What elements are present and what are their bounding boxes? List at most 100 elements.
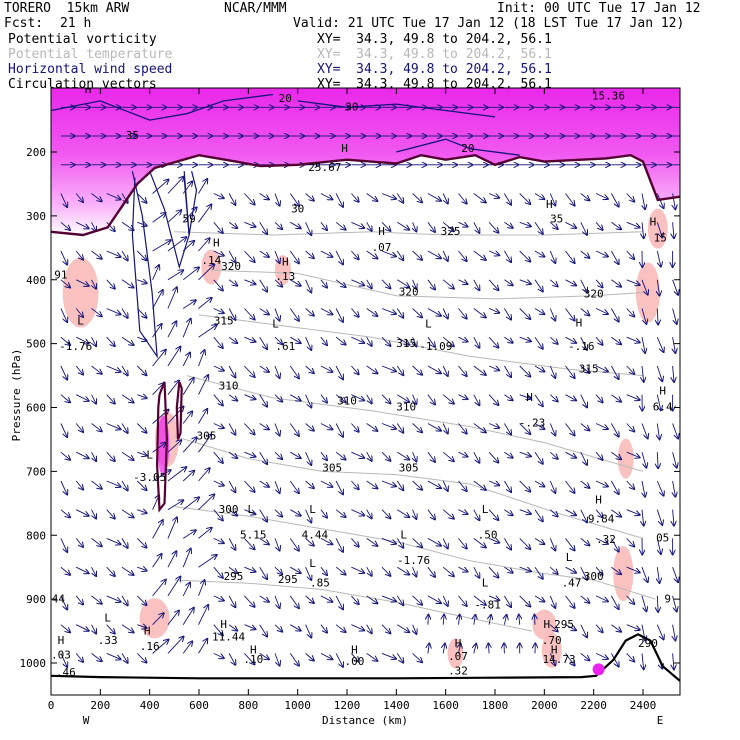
wind-vector bbox=[320, 652, 333, 659]
wind-vector bbox=[91, 451, 97, 461]
wind-vector bbox=[413, 624, 417, 634]
wind-vector bbox=[565, 250, 575, 263]
wind-vector bbox=[565, 538, 575, 550]
wind-vector bbox=[121, 509, 134, 518]
wind-vector bbox=[274, 566, 282, 574]
wind-vector bbox=[320, 250, 333, 257]
legend-ws-xy: XY= 34.3, 49.8 to 204.2, 56.1 bbox=[317, 62, 552, 77]
wind-vector bbox=[642, 480, 645, 497]
x-tick-label: 2400 bbox=[630, 699, 657, 712]
theta-label: 320 bbox=[584, 288, 604, 301]
wind-vector bbox=[626, 221, 640, 227]
wind-vector bbox=[413, 509, 417, 519]
x-tick-label: 0 bbox=[48, 699, 55, 712]
wind-vector bbox=[473, 423, 486, 433]
field-label: -1.76 bbox=[397, 554, 430, 567]
wind-vector bbox=[198, 265, 215, 281]
wind-vector bbox=[106, 537, 121, 544]
wind-vector bbox=[611, 624, 621, 632]
wind-vector bbox=[488, 309, 499, 313]
field-label: 59 bbox=[182, 212, 195, 225]
field-label: 20 bbox=[279, 92, 292, 105]
wind-vector bbox=[60, 653, 67, 667]
wind-vector bbox=[152, 350, 166, 367]
wind-vector bbox=[580, 279, 587, 293]
y-tick-label: 600 bbox=[26, 402, 46, 415]
wind-vector bbox=[75, 193, 83, 203]
wind-vector bbox=[351, 538, 358, 546]
wind-vector bbox=[427, 538, 441, 545]
wind-vector bbox=[580, 595, 590, 603]
x-tick-label: 1400 bbox=[383, 699, 410, 712]
wind-vector bbox=[167, 177, 184, 194]
fcst-value: 21 h bbox=[60, 16, 92, 31]
wind-vector bbox=[76, 394, 89, 401]
theta-isentrope-320 bbox=[211, 269, 644, 300]
wind-vector bbox=[442, 566, 454, 576]
wind-vector bbox=[182, 267, 199, 281]
wind-vector bbox=[289, 193, 299, 206]
wind-vector bbox=[504, 250, 511, 262]
wind-vector bbox=[413, 452, 417, 461]
wind-vector bbox=[60, 480, 67, 495]
field-label: .32 bbox=[596, 533, 616, 546]
wind-vector bbox=[641, 423, 648, 439]
wind-vector bbox=[565, 336, 577, 343]
wind-vector bbox=[580, 222, 587, 235]
wind-vector bbox=[413, 279, 417, 289]
wind-vector bbox=[672, 595, 677, 612]
wind-vector bbox=[228, 566, 237, 573]
wind-vector bbox=[290, 509, 300, 516]
wind-vector bbox=[611, 451, 621, 459]
wind-vector bbox=[626, 624, 640, 630]
wind-vector bbox=[91, 394, 97, 404]
wind-vector bbox=[244, 423, 254, 435]
wind-vector bbox=[565, 653, 575, 665]
wind-vector bbox=[595, 423, 608, 430]
wind-vector bbox=[488, 222, 498, 232]
field-label: .00 bbox=[344, 655, 364, 668]
wind-vector bbox=[397, 394, 409, 402]
wind-vector bbox=[549, 624, 557, 632]
wind-vector bbox=[534, 480, 544, 487]
field-label: L bbox=[400, 528, 407, 541]
wind-vector bbox=[442, 509, 454, 519]
wind-vector bbox=[381, 423, 396, 429]
theta-isentrope-315 bbox=[198, 314, 644, 377]
field-label: H bbox=[85, 83, 92, 96]
wind-vector bbox=[137, 395, 146, 398]
wind-vector bbox=[91, 566, 97, 576]
field-label: L bbox=[425, 318, 432, 331]
pv-patch-11 bbox=[617, 438, 634, 479]
wind-vector bbox=[351, 509, 364, 516]
wind-vector bbox=[397, 566, 409, 574]
wind-vector bbox=[76, 451, 89, 458]
wind-vector bbox=[290, 451, 300, 458]
wind-vector bbox=[182, 378, 194, 395]
wind-vector bbox=[60, 250, 67, 265]
wind-vector bbox=[213, 365, 224, 371]
wind-vector bbox=[626, 193, 635, 202]
wind-vector bbox=[519, 365, 531, 377]
wind-vector bbox=[428, 615, 429, 625]
wind-vector bbox=[381, 221, 390, 231]
wind-vector bbox=[641, 595, 646, 611]
wind-vector bbox=[351, 624, 364, 631]
field-label: .50 bbox=[478, 528, 498, 541]
wind-vector bbox=[473, 365, 486, 375]
wind-vector bbox=[641, 279, 648, 295]
theta-label: 300 bbox=[219, 503, 239, 516]
wind-vector bbox=[106, 624, 115, 634]
wind-vector bbox=[182, 353, 190, 367]
plot-frame bbox=[50, 87, 681, 696]
wind-vector bbox=[335, 221, 346, 229]
wind-vector bbox=[595, 624, 603, 633]
wind-vector bbox=[550, 279, 557, 287]
wind-vector bbox=[290, 566, 300, 573]
wind-vector bbox=[137, 452, 146, 455]
wind-vector bbox=[611, 538, 618, 551]
wind-vector bbox=[320, 279, 327, 288]
theta-label: 295 bbox=[278, 573, 298, 586]
theta-label: 320 bbox=[221, 260, 241, 273]
field-label: 20 bbox=[461, 142, 474, 155]
